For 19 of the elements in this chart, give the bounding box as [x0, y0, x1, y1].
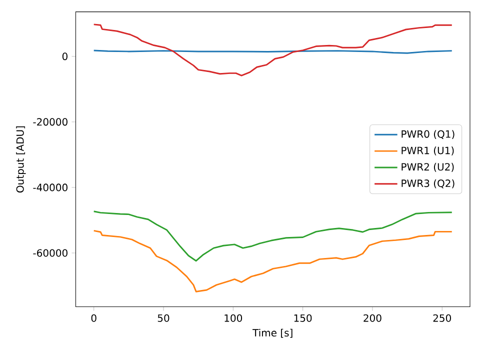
legend-label: PWR3 (Q2) — [402, 179, 454, 188]
legend-label: PWR2 (U2) — [402, 162, 454, 172]
x-tick-label: 150 — [294, 314, 312, 322]
y-axis-title: Output [ADU] — [16, 126, 26, 192]
x-tick-label: 50 — [158, 314, 170, 322]
y-tick-label: -20000 — [33, 118, 68, 126]
x-tick-label: 0 — [91, 314, 96, 322]
line-series — [93, 24, 453, 76]
line-series — [93, 230, 453, 292]
x-tick-label: 200 — [364, 314, 382, 322]
x-axis-title: Time [s] — [252, 328, 292, 338]
x-tick-label: 100 — [224, 314, 242, 322]
y-tick-label: -60000 — [33, 249, 68, 257]
y-tick-label: -40000 — [33, 184, 68, 192]
y-tick-label: 0 — [62, 52, 68, 60]
legend-label: PWR0 (Q1) — [402, 130, 454, 139]
x-tick-label: 250 — [433, 314, 451, 322]
line-series — [93, 210, 453, 262]
legend-label: PWR1 (U1) — [402, 146, 454, 156]
